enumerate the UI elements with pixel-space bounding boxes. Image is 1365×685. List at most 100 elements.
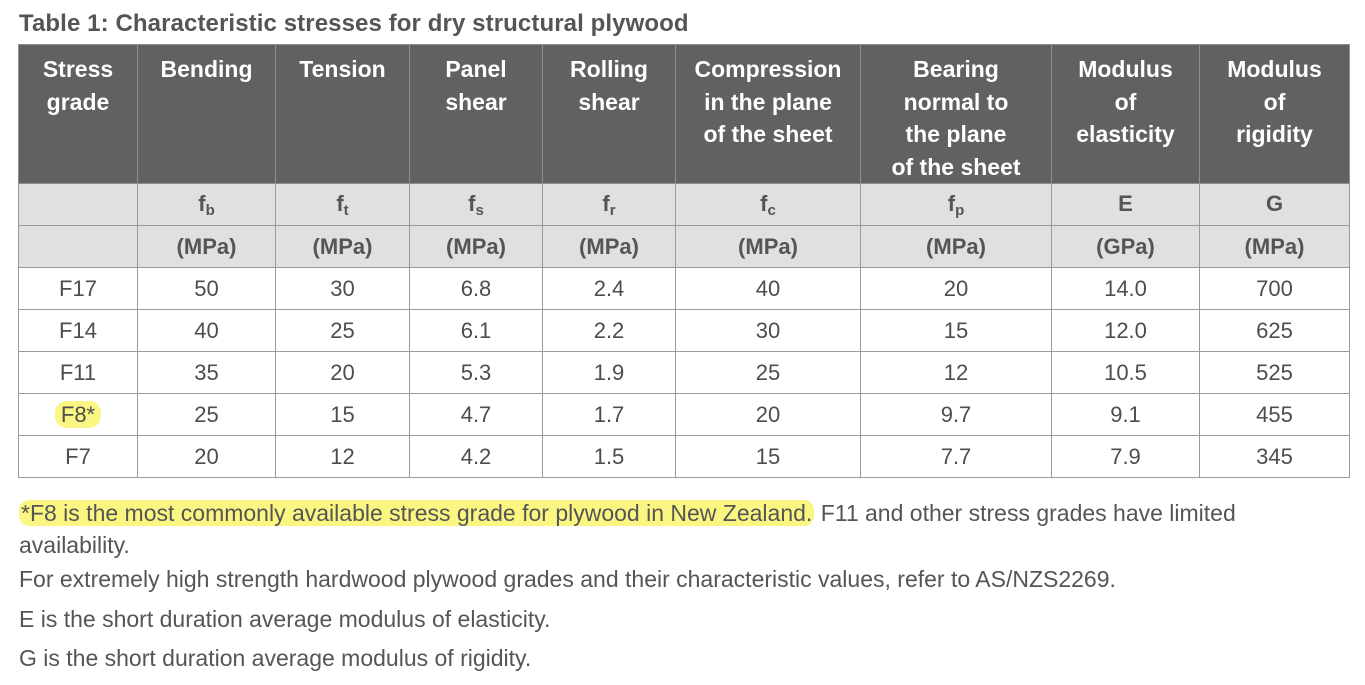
unit-row: (MPa) (MPa) (MPa) (MPa) (MPa) (MPa) (GPa) (MPa): [18, 225, 1350, 268]
table-row: F11 35 20 5.3 1.9 25 12 10.5 525: [18, 351, 1350, 394]
column-unit: (MPa): [1199, 225, 1350, 268]
symbol-letter: f: [468, 190, 476, 216]
column-header-line: Panel: [445, 56, 507, 82]
symbol-row: fb ft fs fr fc fp E G: [18, 183, 1350, 226]
column-header-line: of: [1114, 88, 1137, 115]
value-cell: 700: [1199, 267, 1350, 310]
column-header-line: in the plane: [704, 88, 832, 115]
value-cell: 14.0: [1051, 267, 1200, 310]
stress-table: Stress grade Bending Tension Panel shear Rolli…: [18, 44, 1350, 478]
column-header-line: shear: [445, 88, 507, 115]
stress-grade: F14: [59, 317, 97, 343]
column-header-line: Rolling: [570, 56, 648, 82]
column-header-line: Bearing: [913, 56, 999, 82]
stress-grade: F8*: [54, 400, 102, 428]
column-header-line: of the sheet: [891, 153, 1021, 180]
column-unit: (MPa): [137, 225, 276, 268]
symbol-subscript: t: [343, 201, 349, 219]
value-cell: 15: [675, 435, 861, 478]
column-header: Stress grade: [18, 44, 138, 184]
table-body: F17 50 30 6.8 2.4 40 20 14.0 700 F14 40 25 6.1 2.2 30 1…: [18, 267, 1350, 478]
value-cell: 345: [1199, 435, 1350, 478]
stress-grade-cell: F11: [18, 351, 138, 394]
table-row: F14 40 25 6.1 2.2 30 15 12.0 625: [18, 309, 1350, 352]
value-cell: 25: [675, 351, 861, 394]
stress-grade-cell: F17: [18, 267, 138, 310]
symbol-subscript: r: [609, 201, 616, 219]
symbol-subscript: b: [205, 201, 215, 219]
note-rigidity: G is the short duration average modulus …: [19, 645, 532, 671]
value-cell: 455: [1199, 393, 1350, 436]
column-header: Panel shear: [409, 44, 543, 184]
value-cell: 20: [675, 393, 861, 436]
value-cell: 10.5: [1051, 351, 1200, 394]
column-symbol: fs: [409, 183, 543, 226]
column-header-line: of the sheet: [703, 121, 833, 147]
value-cell: 12: [860, 351, 1052, 394]
value-cell: 40: [675, 267, 861, 310]
column-symbol: fr: [542, 183, 676, 226]
value-cell: 9.7: [860, 393, 1052, 436]
value-cell: 6.8: [409, 267, 543, 310]
value-cell: 1.9: [542, 351, 676, 394]
symbol-subscript: p: [955, 201, 965, 219]
stress-grade: F17: [59, 275, 97, 301]
column-header-line: Stress: [42, 56, 114, 82]
stress-grade-cell: F7: [18, 435, 138, 478]
value-cell: 20: [137, 435, 276, 478]
value-cell: 4.7: [409, 393, 543, 436]
value-cell: 30: [675, 309, 861, 352]
note-f8: *F8 is the most commonly available stres…: [19, 497, 1339, 561]
value-cell: 2.4: [542, 267, 676, 310]
column-header: Tension: [275, 44, 410, 184]
symbol-letter: f: [760, 190, 768, 216]
table-row: F17 50 30 6.8 2.4 40 20 14.0 700: [18, 267, 1350, 310]
value-cell: 30: [275, 267, 410, 310]
value-cell: 2.2: [542, 309, 676, 352]
value-cell: 20: [275, 351, 410, 394]
symbol-letter: G: [1265, 190, 1284, 216]
column-header-line: Compression: [694, 56, 842, 82]
symbol-letter: f: [336, 190, 344, 216]
value-cell: 25: [275, 309, 410, 352]
symbol-letter: E: [1118, 190, 1133, 216]
column-header: Bending: [137, 44, 276, 184]
value-cell: 12: [275, 435, 410, 478]
value-cell: 15: [275, 393, 410, 436]
column-header: Compression in the plane of the sheet: [675, 44, 861, 184]
column-header: Bearing normal to the plane of the sheet: [860, 44, 1052, 184]
header-row: Stress grade Bending Tension Panel shear Rolli…: [18, 44, 1350, 184]
column-header-line: shear: [578, 88, 640, 115]
value-cell: 15: [860, 309, 1052, 352]
symbol-subscript: c: [767, 201, 776, 219]
value-cell: 6.1: [409, 309, 543, 352]
value-cell: 25: [137, 393, 276, 436]
value-cell: 7.9: [1051, 435, 1200, 478]
column-unit: (MPa): [409, 225, 543, 268]
column-symbol: fp: [860, 183, 1052, 226]
value-cell: 7.7: [860, 435, 1052, 478]
note-f8-rest: F11 and other stress grades have limited…: [19, 500, 1236, 558]
highlighted-note: *F8 is the most commonly available stres…: [19, 500, 815, 526]
value-cell: 525: [1199, 351, 1350, 394]
note-elasticity: E is the short duration average modulus …: [19, 606, 551, 632]
column-unit: (MPa): [542, 225, 676, 268]
column-symbol: E: [1051, 183, 1200, 226]
column-header-line: grade: [46, 88, 110, 115]
table-row: F7 20 12 4.2 1.5 15 7.7 7.9 345: [18, 435, 1350, 478]
value-cell: 40: [137, 309, 276, 352]
column-header-line: Modulus: [1227, 56, 1322, 82]
column-symbol: [18, 183, 138, 226]
column-header-line: Tension: [299, 56, 386, 82]
stress-grade-cell: F8*: [18, 393, 138, 436]
symbol-letter: f: [198, 190, 206, 216]
table-row: F8* 25 15 4.7 1.7 20 9.7 9.1 455: [18, 393, 1350, 436]
column-unit: (MPa): [675, 225, 861, 268]
notes-section: *F8 is the most commonly available stres…: [19, 497, 1339, 674]
column-symbol: G: [1199, 183, 1350, 226]
column-symbol: ft: [275, 183, 410, 226]
table-title: Table 1: Characteristic stresses for dry…: [19, 10, 689, 37]
column-header-line: the plane: [905, 121, 1007, 147]
column-header: Modulus of rigidity: [1199, 44, 1350, 184]
column-header-line: normal to: [903, 88, 1009, 115]
